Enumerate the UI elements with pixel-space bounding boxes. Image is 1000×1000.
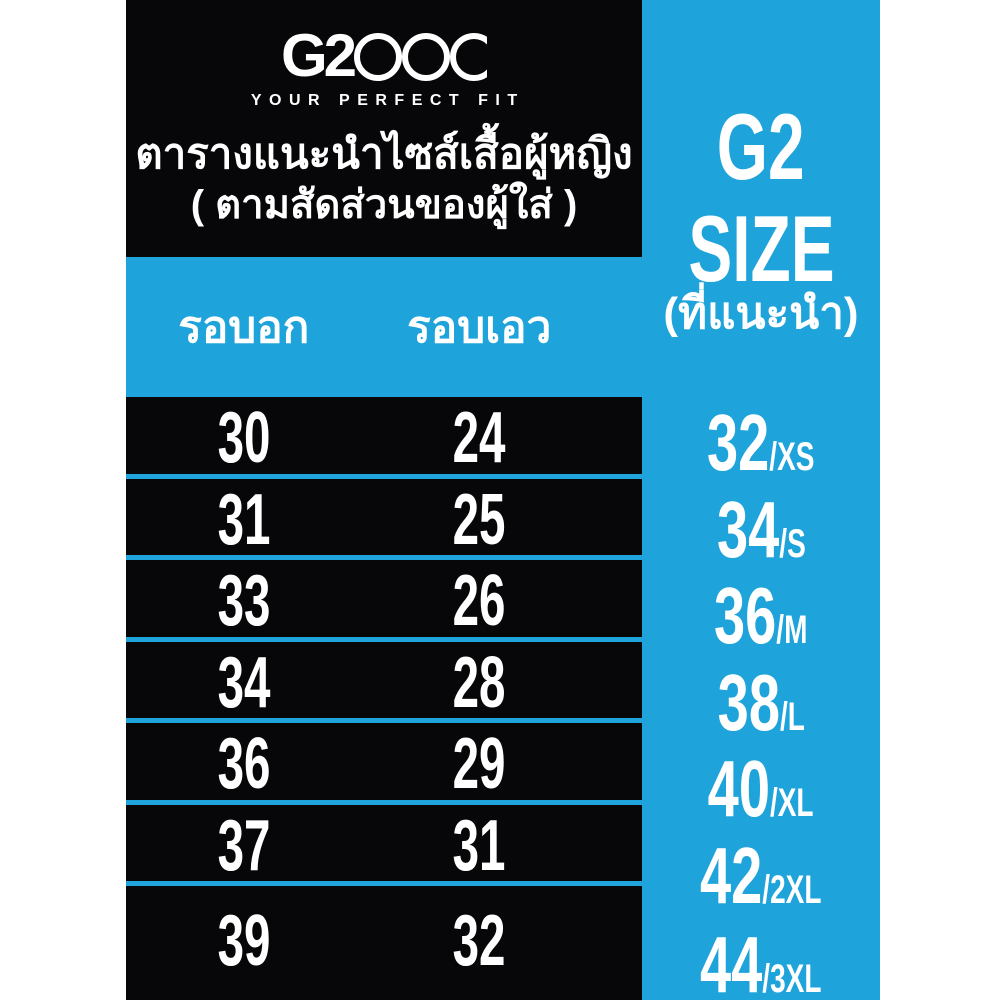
column-header-waist: รอบเอว: [362, 257, 598, 397]
chest-cell: 30: [126, 397, 362, 478]
chart-title-line1: ตารางแนะนำไซส์เสื้อผู้หญิง: [135, 130, 633, 177]
chest-value: 33: [217, 561, 271, 642]
size-column-header-size: SIZE: [642, 202, 880, 296]
size-row: 40/XL: [642, 743, 880, 833]
size-recommendation: 44/3XL: [700, 919, 821, 1000]
size-number: 36: [714, 571, 777, 661]
chest-cell: 33: [126, 560, 362, 641]
waist-header-label: รอบเอว: [407, 303, 552, 352]
waist-value: 25: [452, 479, 506, 560]
waist-cell: 25: [362, 479, 598, 560]
size-header-size-text: SIZE: [687, 196, 835, 301]
size-recommendation: 40/XL: [708, 743, 814, 835]
size-letter: /L: [779, 694, 805, 739]
logo-g2-text: G2: [281, 26, 355, 82]
logo-circle-icon: [450, 33, 487, 81]
waist-cell: 32: [362, 886, 598, 1000]
logo-circle-icon: [402, 33, 450, 81]
title-panel: G2 YOUR PERFECT FIT ตารางแนะนำไซส์เสื้อผ…: [126, 0, 642, 257]
size-number: 32: [707, 398, 770, 488]
size-number: 42: [700, 830, 763, 920]
chest-cell: 37: [126, 805, 362, 886]
waist-cell: 26: [362, 560, 598, 641]
size-header-recommended-text: (ที่แนะนำ): [663, 289, 859, 338]
size-recommendation: 36/M: [714, 570, 807, 662]
table-row: 39 32: [126, 886, 642, 1000]
recommended-size-column: G2 SIZE (ที่แนะนำ) 32/XS 34/S 36/M 38/L …: [642, 0, 880, 1000]
size-letter: /XS: [769, 435, 815, 480]
chest-value: 36: [217, 724, 271, 805]
size-number: 34: [716, 484, 779, 574]
g2000-logo: G2: [281, 26, 487, 82]
chest-cell: 36: [126, 723, 362, 804]
table-row: 33 26: [126, 560, 642, 642]
chest-header-label: รอบอก: [178, 303, 310, 352]
column-headers: รอบอก รอบเอว: [126, 257, 642, 397]
size-letter: /S: [778, 521, 806, 566]
column-header-chest: รอบอก: [126, 257, 362, 397]
size-row: 32/XS: [642, 397, 880, 487]
size-number: 38: [717, 657, 780, 747]
chest-value: 30: [217, 398, 271, 479]
table-row: 30 24: [126, 397, 642, 479]
size-recommendation: 38/L: [717, 657, 804, 749]
waist-cell: 31: [362, 805, 598, 886]
size-letter: /2XL: [762, 867, 822, 912]
size-recommendation-list: 32/XS 34/S 36/M 38/L 40/XL 42/2XL 44/3XL: [642, 397, 880, 1000]
size-row: 44/3XL: [642, 916, 880, 1000]
table-row: 36 29: [126, 723, 642, 805]
waist-value: 32: [452, 901, 506, 981]
chart-title-line2: ( ตามสัดส่วนของผู้ใส่ ): [190, 183, 578, 227]
chest-cell: 34: [126, 642, 362, 723]
waist-cell: 24: [362, 397, 598, 478]
waist-value: 31: [452, 805, 506, 886]
size-letter: /M: [776, 608, 808, 653]
logo-circle-icon: [354, 33, 402, 81]
size-letter: /XL: [770, 781, 814, 826]
waist-value: 24: [452, 398, 506, 479]
chest-value: 34: [217, 642, 271, 723]
size-row: 38/L: [642, 657, 880, 747]
chest-cell: 39: [126, 886, 362, 1000]
size-number: 44: [700, 920, 763, 1000]
size-row: 42/2XL: [642, 830, 880, 920]
chest-value: 37: [217, 805, 271, 886]
size-letter: /3XL: [762, 957, 822, 1000]
size-number: 40: [708, 744, 771, 834]
size-recommendation: 34/S: [717, 484, 806, 576]
waist-cell: 28: [362, 642, 598, 723]
table-row: 34 28: [126, 642, 642, 723]
size-recommendation: 42/2XL: [700, 830, 821, 922]
size-column-header-g2: G2: [642, 100, 880, 194]
chest-value: 31: [217, 479, 271, 560]
size-column-header-recommended: (ที่แนะนำ): [642, 292, 880, 336]
chest-value: 39: [217, 901, 271, 981]
size-header-g2-text: G2: [717, 94, 805, 199]
table-row: 37 31: [126, 805, 642, 886]
measurement-table: 30 24 31 25 33 26 34 28 36 2: [126, 397, 642, 1000]
table-row: 31 25: [126, 479, 642, 560]
waist-value: 26: [452, 561, 506, 642]
brand-tagline: YOUR PERFECT FIT: [250, 92, 525, 109]
waist-value: 28: [452, 642, 506, 723]
waist-cell: 29: [362, 723, 598, 804]
waist-value: 29: [452, 724, 506, 805]
size-row: 34/S: [642, 484, 880, 574]
chest-cell: 31: [126, 479, 362, 560]
size-row: 36/M: [642, 570, 880, 660]
size-recommendation: 32/XS: [707, 397, 814, 489]
